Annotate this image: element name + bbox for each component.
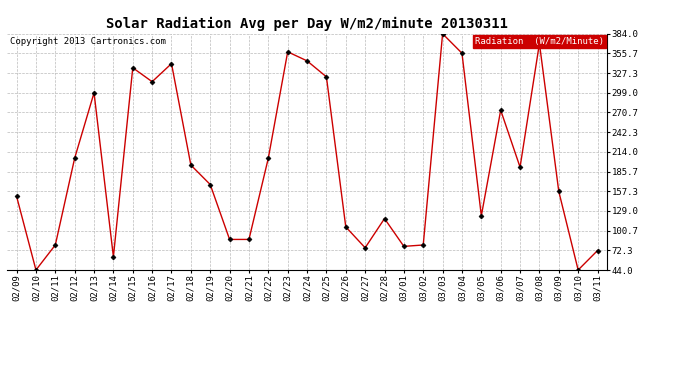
- Title: Solar Radiation Avg per Day W/m2/minute 20130311: Solar Radiation Avg per Day W/m2/minute …: [106, 17, 508, 31]
- Text: Radiation  (W/m2/Minute): Radiation (W/m2/Minute): [475, 37, 604, 46]
- Text: Copyright 2013 Cartronics.com: Copyright 2013 Cartronics.com: [10, 37, 166, 46]
